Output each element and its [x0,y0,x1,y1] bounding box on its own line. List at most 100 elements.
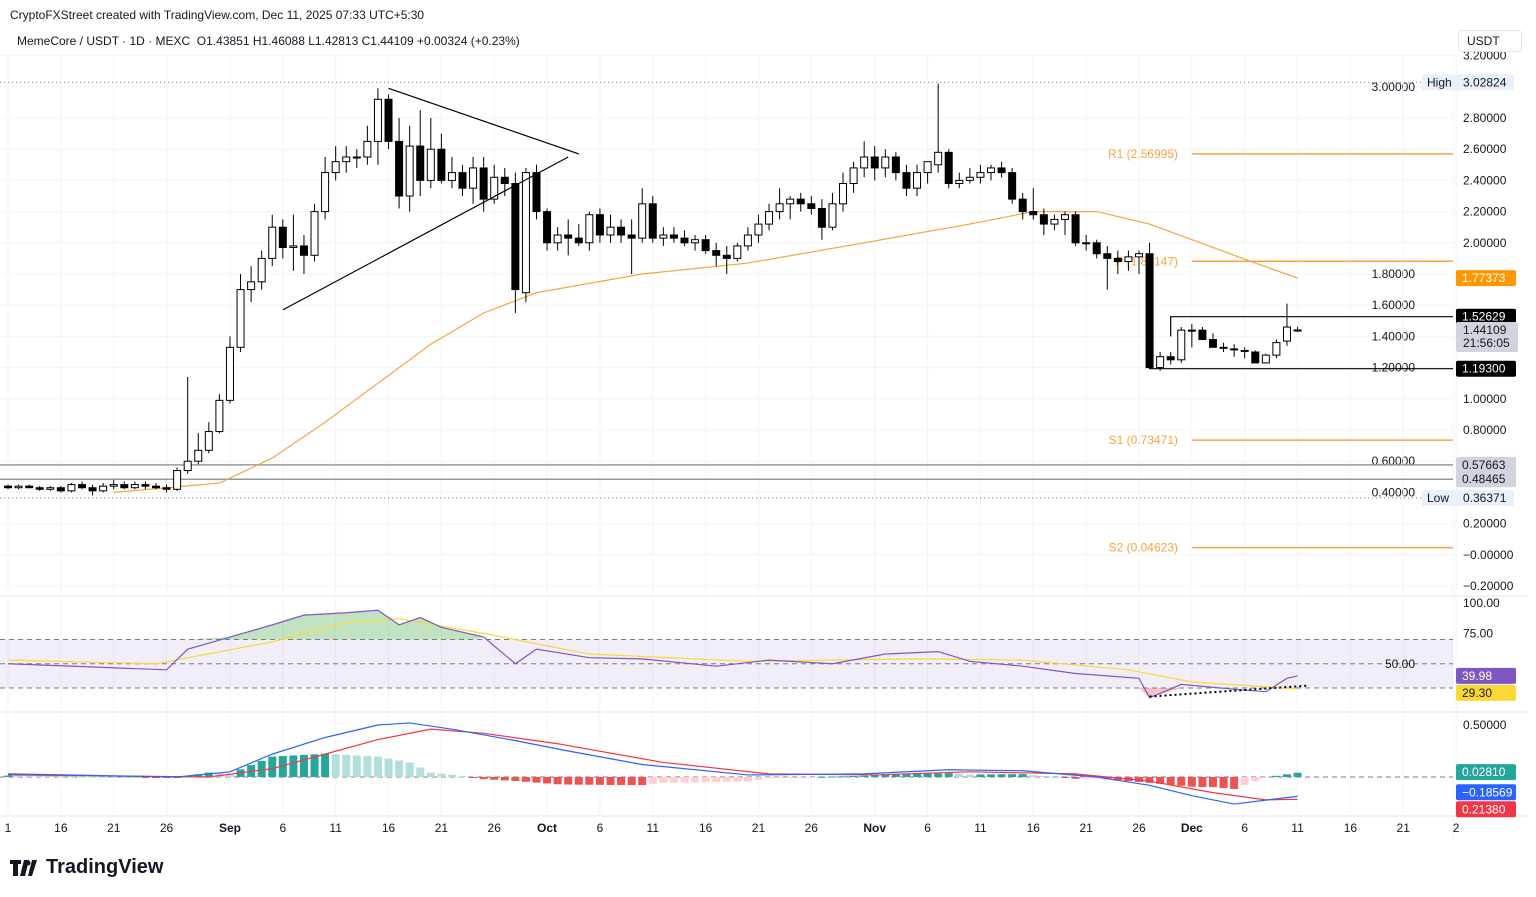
time-tick-label: 26 [488,821,502,835]
candle-body [1293,329,1302,332]
macd-histogram-bar [765,777,774,779]
candle [1029,188,1038,220]
macd-histogram-bar [56,776,65,778]
candle [447,157,456,189]
last-price-bg [1456,321,1518,352]
rsi-ma-line [7,618,1298,690]
candle [120,481,129,490]
time-tick-label: 6 [597,821,604,835]
price-tick-label: 1.80000 [1372,267,1416,281]
candle [1293,326,1302,333]
candle-body [1071,214,1080,244]
macd-histogram-bar [564,777,573,785]
macd-histogram-bar [289,755,298,777]
macd-histogram-bar [976,774,985,777]
candle-body [1198,329,1207,341]
candle [807,196,816,215]
macd-histogram-bar [849,775,858,777]
macd-histogram-bar [1166,777,1175,785]
candle-body [691,239,700,244]
low-badge: Low 0.36371 [1422,490,1514,507]
candle-body [860,156,869,169]
candle-body [173,470,182,490]
macd-histogram-bar [490,777,499,780]
price-tick-label: 2.80000 [1463,111,1507,125]
low-badge-label: Low [1427,491,1449,505]
macd-histogram-bar [395,760,404,777]
range-bottom-badge-text: 1.19300 [1462,362,1506,376]
candle [659,227,668,246]
macd-histogram-bar [638,777,647,786]
pivot-label: S1 (0.73471) [1109,433,1178,447]
candle [162,484,171,493]
candle-body [680,237,689,244]
macd-histogram-bar [913,773,922,777]
candle [976,164,985,184]
range-top-badge-bg [1456,308,1516,325]
candle [828,192,837,231]
macd-histogram-bar [278,756,287,777]
price-tick-label: 1.00000 [1463,392,1507,406]
macd-histogram-bar [532,777,541,783]
candle-body [67,484,76,492]
candle [458,164,467,196]
candle [321,157,330,220]
macd-histogram-bar [405,762,414,777]
price-tick-label: 1.40000 [1372,329,1416,343]
candle-body [944,151,953,185]
candle [553,227,562,251]
macd-histogram-bar [1198,777,1207,787]
candle-body [373,98,382,142]
macd-histogram-bar [743,777,752,782]
macd-histogram-bar [14,775,23,777]
price-tick-label: 0.40000 [1372,485,1416,499]
candle-body [796,198,805,205]
candle [1082,235,1091,251]
candle [1156,352,1165,371]
price-tick-label: −0.00000 [1463,548,1514,562]
candle [891,152,900,181]
time-tick-label: 21 [435,821,449,835]
macd-histogram-bar [299,754,308,777]
candle [627,219,636,274]
candle [384,94,393,150]
candle-body [807,203,816,209]
candle [416,110,425,196]
macd-signal-line [7,728,1298,801]
candle [817,199,826,240]
macd-histogram-bar [1008,774,1017,777]
candle [141,481,150,490]
candle-body [331,161,340,174]
currency-button[interactable]: USDT [1458,30,1522,52]
macd-histogram-bar [373,756,382,777]
candle-body [543,211,552,244]
candle-body [765,211,774,225]
candle-body [141,484,150,487]
rsi-divergence-trendline [1149,684,1309,698]
candle-body [109,484,118,487]
candle-body [1050,218,1059,225]
price-tick-label: 2.40000 [1463,173,1507,187]
time-tick-label: 1 [5,821,12,835]
macd-histogram-bar [1251,777,1260,782]
macd-histogram-bar [775,777,784,778]
candle-body [1124,256,1133,263]
candle-body [215,399,224,433]
price-tick-label: 2.60000 [1463,142,1507,156]
candle-body [1177,329,1186,361]
macd-histogram-bar [109,776,118,778]
candle [268,214,277,267]
candle [849,161,858,193]
triangle-trendline [388,87,579,155]
macd-histogram-bar [955,773,964,777]
macd-histogram-bar [807,777,816,778]
candle [902,164,911,196]
macd-histogram-bar [511,777,520,781]
candle-body [1251,351,1260,364]
candle [648,196,657,243]
candle [606,214,615,243]
macd-line [7,722,1298,805]
candle-body [299,245,308,256]
